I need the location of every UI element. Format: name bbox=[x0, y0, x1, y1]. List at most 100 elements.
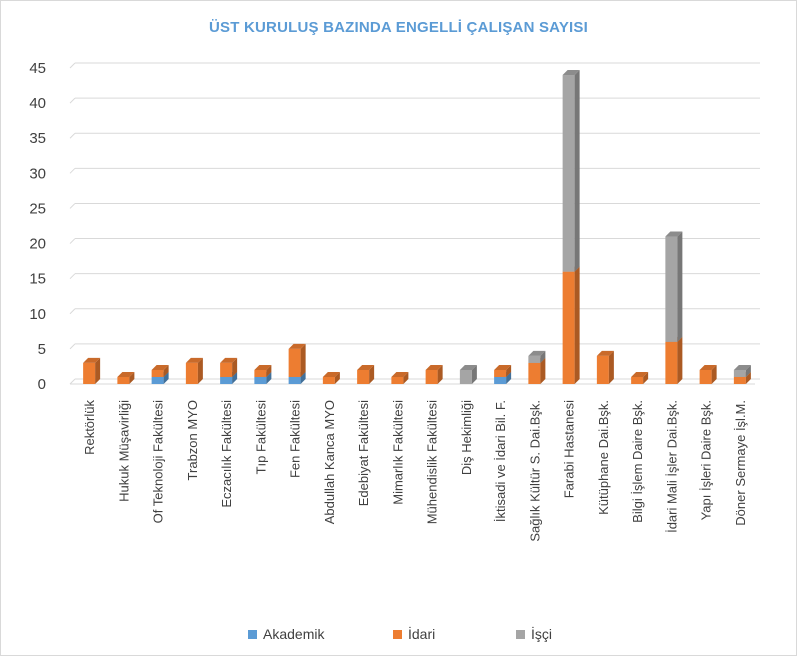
bar-side bbox=[163, 364, 169, 377]
x-tick-label: Rektörlük bbox=[82, 400, 97, 455]
gridline-depth bbox=[69, 238, 76, 244]
x-tick-label: İktisadi ve İdari Bil. F. bbox=[493, 400, 508, 522]
bar-front bbox=[425, 369, 438, 384]
bar-side bbox=[677, 336, 683, 384]
gridline-depth bbox=[69, 378, 76, 385]
bar-segment-i̇dari bbox=[185, 357, 203, 384]
bar-front bbox=[254, 369, 267, 377]
bar-front bbox=[254, 376, 267, 384]
y-tick-label: 5 bbox=[38, 341, 46, 358]
bar-side bbox=[129, 371, 135, 384]
bar-side bbox=[506, 364, 512, 377]
bar-segment-i̇dari bbox=[254, 364, 272, 377]
bar-top bbox=[151, 364, 169, 370]
bar-top bbox=[117, 371, 135, 377]
bar-side bbox=[266, 371, 272, 384]
bar-side bbox=[437, 364, 443, 384]
y-tick-label: 40 bbox=[29, 95, 46, 112]
bar-front bbox=[733, 369, 746, 377]
bar-top bbox=[254, 364, 272, 370]
bar-side bbox=[232, 357, 238, 377]
bar-segment-i̇dari bbox=[391, 371, 409, 384]
bar-segment-i̇dari bbox=[494, 364, 512, 377]
y-tick-label: 45 bbox=[29, 60, 46, 77]
gridline-depth bbox=[69, 167, 76, 174]
bar-top bbox=[425, 364, 443, 370]
bar-side bbox=[643, 371, 649, 384]
legend-swatch bbox=[393, 629, 402, 639]
x-tick-label: Mühendislik Fakültesi bbox=[425, 400, 440, 524]
bar-segment-i̇dari bbox=[699, 364, 717, 384]
x-tick-label: Trabzon MYO bbox=[185, 400, 200, 480]
y-tick-label: 35 bbox=[29, 130, 46, 147]
bar-front bbox=[494, 369, 507, 377]
chart-title: ÜST KURULUŞ BAZINDA ENGELLİ ÇALIŞAN SAYI… bbox=[209, 19, 588, 36]
x-tick-label: Of Teknoloji Fakültesi bbox=[151, 400, 166, 523]
bar-front bbox=[357, 369, 370, 384]
bar-front bbox=[494, 376, 507, 384]
bar-side bbox=[334, 371, 340, 384]
bar-side bbox=[471, 364, 477, 384]
bar-top bbox=[665, 231, 683, 237]
bar-front bbox=[151, 376, 164, 384]
bar-side bbox=[677, 231, 683, 342]
bar-front bbox=[220, 362, 233, 377]
x-tick-label: Kütüphane Dai.Bşk. bbox=[596, 400, 611, 515]
bar-front bbox=[185, 362, 198, 384]
bar-front bbox=[322, 376, 335, 384]
x-tick-label: İdari Mali İşler Dai.Bşk. bbox=[664, 400, 679, 533]
bar-segment-i̇dari bbox=[83, 357, 101, 384]
legend-swatch bbox=[516, 629, 525, 639]
legend-label: İdari bbox=[408, 626, 436, 642]
bar-front bbox=[699, 369, 712, 384]
y-tick-label: 30 bbox=[29, 165, 46, 182]
x-tick-label: Hukuk Müşavirliği bbox=[116, 400, 131, 502]
bar-front bbox=[528, 362, 541, 384]
bar-segment-i̇dari bbox=[151, 364, 169, 377]
bar-segment-i̇dari bbox=[117, 371, 135, 384]
gridline-depth bbox=[69, 97, 76, 104]
bar-side bbox=[574, 70, 580, 272]
bar-top bbox=[322, 371, 340, 377]
bar-segment-i̇dari bbox=[220, 357, 238, 377]
bar-front bbox=[562, 271, 575, 384]
bar-front bbox=[596, 355, 609, 384]
bar-side bbox=[369, 364, 375, 384]
y-tick-label: 15 bbox=[29, 271, 46, 288]
bar-front bbox=[220, 376, 233, 384]
bar-segment-i̇şçi bbox=[665, 231, 683, 342]
bar-side bbox=[506, 371, 512, 384]
legend-item-i̇şçi: İşçi bbox=[516, 626, 552, 642]
bar-side bbox=[300, 343, 306, 377]
bar-front bbox=[391, 376, 404, 384]
bar-front bbox=[528, 355, 541, 363]
bar-segment-i̇şçi bbox=[733, 364, 751, 377]
bar-top bbox=[391, 371, 409, 377]
bar-top bbox=[185, 357, 203, 363]
x-tick-label: Mimarlık Fakültesi bbox=[390, 400, 405, 505]
bar-segment-i̇şçi bbox=[459, 364, 477, 384]
x-tick-label: Fen Fakültesi bbox=[288, 400, 303, 478]
bar-top bbox=[631, 371, 649, 377]
y-tick-label: 10 bbox=[29, 306, 46, 323]
bar-segment-i̇dari bbox=[288, 343, 306, 377]
gridline-depth bbox=[69, 273, 76, 280]
bar-front bbox=[83, 362, 96, 384]
bar-side bbox=[163, 371, 169, 384]
bar-side bbox=[300, 371, 306, 384]
x-tick-label: Sağlık Kültür S. Dai.Bşk. bbox=[527, 400, 542, 542]
bar-segment-i̇dari bbox=[322, 371, 340, 384]
x-tick-label: Bilgi İşlem Daire Bşk. bbox=[630, 400, 645, 523]
bar-segment-i̇dari bbox=[596, 350, 614, 384]
bar-top bbox=[733, 364, 751, 370]
gridline-depth bbox=[69, 343, 76, 350]
gridline-depth bbox=[69, 132, 76, 139]
bar-side bbox=[540, 350, 546, 363]
bar-top bbox=[220, 357, 238, 363]
bar-side bbox=[711, 364, 717, 384]
x-tick-label: Farabi Hastanesi bbox=[562, 400, 577, 498]
x-tick-label: Tıp Fakültesi bbox=[253, 400, 268, 475]
legend-item-akademik: Akademik bbox=[248, 626, 324, 642]
bar-segment-i̇şçi bbox=[528, 350, 546, 363]
